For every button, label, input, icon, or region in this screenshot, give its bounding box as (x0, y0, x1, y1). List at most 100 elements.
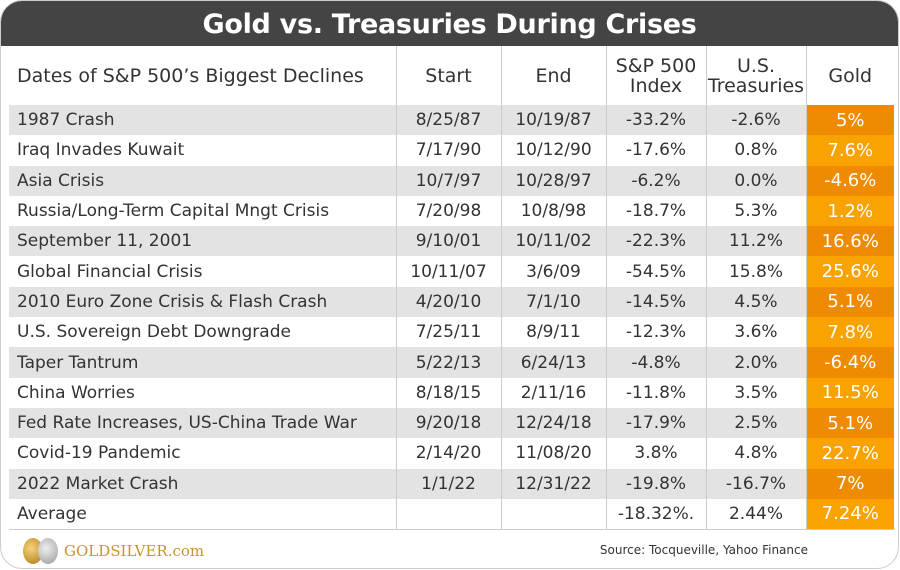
cell-gold: 11.5% (805, 377, 894, 408)
sp-line1: S&P 500 (615, 54, 697, 77)
cell-start: 9/10/01 (395, 226, 501, 257)
cell-gold: 22.7% (805, 438, 894, 469)
cell-ust: 3.6% (705, 317, 806, 348)
cell-start: 4/20/10 (395, 286, 501, 318)
cell-start: 9/20/18 (395, 407, 501, 439)
table-row: Iraq Invades Kuwait 7/17/90 10/12/90 -17.6%… (9, 135, 894, 166)
cell-start: 1/1/22 (395, 468, 501, 499)
cell-sp: -14.5% (605, 286, 706, 318)
cell-ust: 15.8% (705, 256, 806, 287)
cell-name: Average (17, 503, 87, 524)
cell-sp: -6.2% (605, 165, 706, 196)
cell-name: Russia/Long-Term Capital Mngt Crisis (17, 201, 330, 222)
table-row: 1987 Crash 8/25/87 10/19/87 -33.2% -2.6% 5% (9, 105, 894, 136)
cell-end (500, 498, 606, 530)
cell-name: Iraq Invades Kuwait (17, 140, 185, 161)
cell-name: Asia Crisis (17, 170, 105, 191)
table-header-row: Dates of S&P 500’s Biggest Declines Star… (9, 46, 894, 105)
col-header-sp500: S&P 500 Index (605, 46, 706, 105)
cell-gold: -6.4% (805, 347, 894, 378)
cell-name: 2022 Market Crash (17, 473, 179, 494)
table-row: Global Financial Crisis 10/11/07 3/6/09 -54… (9, 256, 894, 287)
cell-name: September 11, 2001 (17, 231, 193, 252)
cell-gold: 7% (805, 468, 894, 499)
page-title: Gold vs. Treasuries During Crises (1, 1, 898, 46)
table-row: Russia/Long-Term Capital Mngt Crisis 7/20… (9, 195, 894, 227)
cell-start: 7/25/11 (395, 317, 501, 348)
cell-end: 10/12/90 (500, 135, 606, 166)
cell-gold: 7.8% (805, 317, 894, 348)
cell-gold: -4.6% (805, 165, 894, 196)
cell-end: 10/11/02 (500, 226, 606, 257)
table-row: 2022 Market Crash 1/1/22 12/31/22 -19.8% -16… (9, 468, 894, 499)
cell-ust: 2.5% (705, 407, 806, 439)
logo-text: GOLDSILVER.com (64, 541, 205, 560)
cell-end: 10/8/98 (500, 195, 606, 227)
cell-sp: -17.9% (605, 407, 706, 439)
cell-gold: 1.2% (805, 195, 894, 227)
cell-sp: -19.8% (605, 468, 706, 499)
cell-ust: 0.0% (705, 165, 806, 196)
table-row: Fed Rate Increases, US-China Trade War 9/… (9, 407, 894, 439)
cell-ust: 11.2% (705, 226, 806, 257)
cell-sp: -17.6% (605, 135, 706, 166)
cell-end: 10/28/97 (500, 165, 606, 196)
cell-end: 2/11/16 (500, 377, 606, 408)
table-row: Taper Tantrum 5/22/13 6/24/13 -4.8% 2.0% -6.4… (9, 347, 894, 378)
cell-end: 12/24/18 (500, 407, 606, 439)
cell-ust: 0.8% (705, 135, 806, 166)
silver-coin-icon (38, 537, 58, 564)
cell-gold: 5% (805, 105, 894, 136)
cell-sp: -18.32%. (605, 498, 706, 530)
table-row: U.S. Sovereign Debt Downgrade 7/25/11 8/9/… (9, 317, 894, 348)
cell-ust: 4.8% (705, 438, 806, 469)
cell-end: 11/08/20 (500, 438, 606, 469)
col-header-gold: Gold (805, 46, 894, 105)
table-row: Asia Crisis 10/7/97 10/28/97 -6.2% 0.0% -4.6% (9, 165, 894, 196)
col-header-start: Start (395, 46, 501, 105)
table-row: China Worries 8/18/15 2/11/16 -11.8% 3.5% 11.… (9, 377, 894, 408)
col-header-name: Dates of S&P 500’s Biggest Declines (17, 64, 364, 87)
cell-gold: 5.1% (805, 286, 894, 318)
cell-ust: -16.7% (705, 468, 806, 499)
cell-name: Covid-19 Pandemic (17, 443, 181, 464)
cell-ust: 4.5% (705, 286, 806, 318)
cell-name: 2010 Euro Zone Crisis & Flash Crash (17, 291, 328, 312)
ust-line1: U.S. (736, 54, 776, 77)
cell-start: 8/18/15 (395, 377, 501, 408)
cell-name: Fed Rate Increases, US-China Trade War (17, 413, 357, 434)
cell-end: 10/19/87 (500, 105, 606, 136)
cell-ust: 2.0% (705, 347, 806, 378)
cell-ust: 5.3% (705, 195, 806, 227)
cell-start: 7/20/98 (395, 195, 501, 227)
source-note: Source: Tocqueville, Yahoo Finance (599, 542, 808, 557)
cell-gold: 16.6% (805, 226, 894, 257)
cell-start: 10/7/97 (395, 165, 501, 196)
cell-gold: 5.1% (805, 407, 894, 439)
cell-sp: -54.5% (605, 256, 706, 287)
cell-name: 1987 Crash (17, 110, 115, 131)
cell-ust: -2.6% (705, 105, 806, 136)
cell-start (395, 498, 501, 530)
cell-gold: 7.24% (805, 498, 894, 530)
gold-coin-icon (23, 537, 43, 564)
cell-sp: -33.2% (605, 105, 706, 136)
crises-table: Dates of S&P 500’s Biggest Declines Star… (9, 46, 894, 530)
cell-start: 5/22/13 (395, 347, 501, 378)
table-row: Covid-19 Pandemic 2/14/20 11/08/20 3.8% 4.8%… (9, 438, 894, 469)
cell-ust: 2.44% (705, 498, 806, 530)
cell-end: 3/6/09 (500, 256, 606, 287)
cell-start: 10/11/07 (395, 256, 501, 287)
cell-gold: 7.6% (805, 135, 894, 166)
footer: GOLDSILVER.com Source: Tocqueville, Yaho… (1, 530, 898, 568)
cell-sp: -12.3% (605, 317, 706, 348)
cell-name: Taper Tantrum (17, 352, 139, 373)
cell-sp: -4.8% (605, 347, 706, 378)
table-row: 2010 Euro Zone Crisis & Flash Crash 4/20/… (9, 286, 894, 318)
col-header-treasuries: U.S. Treasuries (705, 46, 806, 105)
cell-sp: -18.7% (605, 195, 706, 227)
cell-sp: 3.8% (605, 438, 706, 469)
table-row: Average -18.32%. 2.44% 7.24% (9, 498, 894, 530)
cell-sp: -22.3% (605, 226, 706, 257)
